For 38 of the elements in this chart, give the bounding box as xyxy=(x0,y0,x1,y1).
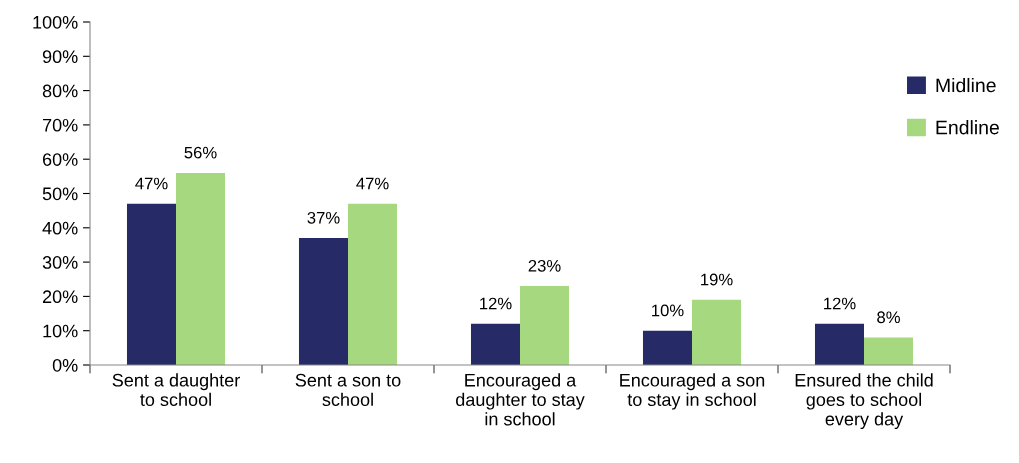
legend-label: Endline xyxy=(936,120,999,135)
y-tick-label: 10% xyxy=(43,324,78,338)
data-label: 10% xyxy=(652,304,684,317)
bar xyxy=(470,323,520,365)
bar xyxy=(814,323,864,365)
y-tick-label: 20% xyxy=(42,290,78,304)
x-tick-label: Encouraged a son to stay in school xyxy=(620,373,765,410)
legend-label: Midline xyxy=(936,77,996,93)
x-tick-label: Sent a son to school xyxy=(295,373,401,407)
data-label: 56% xyxy=(184,146,217,159)
data-label: 37% xyxy=(307,211,340,224)
y-tick-label: 100% xyxy=(33,15,78,29)
bar xyxy=(348,203,398,365)
bar xyxy=(298,238,348,365)
bar xyxy=(520,286,570,365)
y-tick-label: 60% xyxy=(42,153,78,166)
data-label: 12% xyxy=(824,297,856,310)
bar xyxy=(126,203,176,365)
data-label: 19% xyxy=(701,273,733,286)
y-tick-label: 70% xyxy=(42,118,78,132)
x-tick-label: Sent a daughter to school xyxy=(112,373,240,407)
data-label: 47% xyxy=(135,177,168,190)
y-tick-label: 0% xyxy=(52,358,78,372)
bar xyxy=(176,172,226,365)
bar xyxy=(692,299,742,365)
data-label: 47% xyxy=(356,177,389,190)
data-label: 23% xyxy=(528,259,561,272)
x-tick-label: Encouraged a daughter to stay in school xyxy=(456,373,585,426)
y-tick-label: 30% xyxy=(42,256,78,269)
data-label: 12% xyxy=(480,297,512,310)
y-tick-label: 40% xyxy=(42,221,78,235)
x-tick-label: Ensured the child goes to school every day xyxy=(795,373,933,430)
y-tick-label: 50% xyxy=(42,187,78,201)
data-label: 8% xyxy=(877,311,900,324)
bar xyxy=(864,337,914,365)
bar xyxy=(642,330,692,365)
y-tick-label: 90% xyxy=(42,50,78,64)
y-tick-label: 80% xyxy=(42,84,78,98)
